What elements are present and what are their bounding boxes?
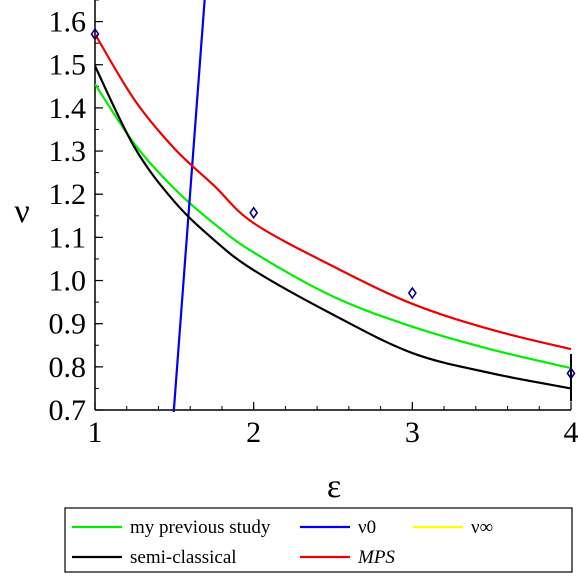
- y-tick-label: 1.5: [49, 49, 87, 82]
- series-line-ν0: [172, 0, 206, 412]
- y-tick-label: 0.7: [49, 394, 87, 427]
- y-axis-ticks: 0.7 0.8 0.9 1.0 1.1 1.2 1.3 1.4 1.5 1.6: [49, 0, 103, 427]
- data-point: [249, 206, 259, 220]
- series-line-mps: [95, 33, 572, 351]
- data-point: [566, 366, 576, 380]
- series-line-my-previous-study: [95, 83, 572, 370]
- y-tick-label: 1.6: [49, 6, 87, 39]
- legend-label: my previous study: [130, 517, 271, 538]
- y-axis-title: ν: [14, 193, 29, 230]
- x-tick-label: 1: [88, 416, 103, 449]
- y-tick-label: 1.3: [49, 135, 87, 168]
- legend-label: ν0: [358, 517, 376, 538]
- series-line-semi-classical: [95, 65, 572, 390]
- legend-label: ν∞: [471, 517, 493, 538]
- legend: my previous study ν0 ν∞ semi-classical MPS: [64, 507, 573, 573]
- axes: [94, 0, 571, 411]
- data-point: [90, 27, 100, 41]
- legend-label: MPS: [357, 547, 395, 568]
- x-tick-label: 3: [405, 416, 420, 449]
- y-tick-label: 1.0: [49, 265, 87, 298]
- legend-label: semi-classical: [130, 547, 237, 568]
- data-points-layer: [90, 27, 576, 380]
- series-layer: [95, 0, 572, 412]
- y-tick-label: 1.4: [49, 92, 87, 125]
- legend-box: [64, 507, 573, 573]
- y-tick-label: 1.1: [49, 221, 87, 254]
- y-tick-label: 0.8: [49, 351, 87, 384]
- y-tick-label: 1.2: [49, 178, 87, 211]
- data-point: [407, 286, 417, 300]
- x-tick-label: 2: [246, 416, 261, 449]
- x-tick-label: 4: [564, 416, 578, 449]
- x-axis-title: ε: [327, 468, 341, 505]
- y-tick-label: 0.9: [49, 308, 87, 341]
- x-axis-ticks: 1 2 3 4: [88, 402, 578, 449]
